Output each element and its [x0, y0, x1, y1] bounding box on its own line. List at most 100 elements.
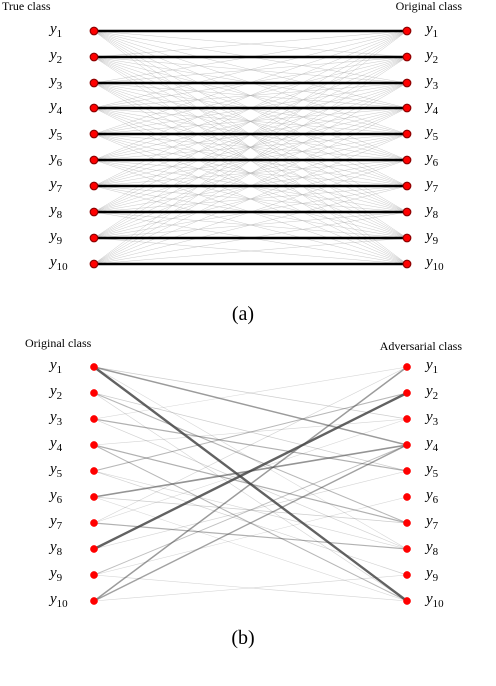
- weak-edge: [93, 30, 408, 213]
- left-node: [90, 363, 98, 371]
- right-class-label: y7: [424, 176, 439, 195]
- adversarial-edge: [93, 366, 408, 446]
- panel-b-edges: [93, 366, 408, 602]
- left-class-label: y2: [48, 47, 62, 66]
- left-node: [90, 597, 98, 605]
- adversarial-edge: [93, 366, 408, 420]
- left-node: [89, 233, 99, 243]
- left-node: [90, 545, 98, 553]
- weak-edge: [93, 185, 408, 265]
- adversarial-edge: [93, 470, 408, 550]
- right-class-label: y9: [424, 228, 439, 247]
- left-node: [89, 181, 99, 191]
- right-class-label: y4: [424, 98, 439, 117]
- panel-a-edges: [93, 29, 408, 266]
- left-node: [90, 467, 98, 475]
- left-class-label: y8: [48, 202, 63, 221]
- adversarial-edge: [93, 391, 408, 551]
- right-class-label: y3: [424, 409, 439, 428]
- right-class-label: y4: [424, 435, 439, 454]
- left-node: [89, 155, 99, 165]
- left-class-label: y5: [48, 461, 63, 480]
- right-class-label: y1: [424, 357, 438, 376]
- right-node: [402, 103, 412, 113]
- weak-edge: [93, 30, 408, 109]
- weak-edge: [93, 82, 408, 265]
- right-node: [403, 571, 411, 579]
- right-node: [402, 181, 412, 191]
- panel-b-left-header: Original class: [25, 336, 92, 350]
- adversarial-edge: [93, 574, 408, 602]
- left-node: [90, 519, 98, 527]
- panel-a: True class Original class y1 y2 y3 y4 y5 y6 y7…: [2, 0, 462, 325]
- weak-edge: [93, 107, 408, 239]
- panel-a-caption: (a): [232, 303, 254, 325]
- right-node: [403, 363, 411, 371]
- right-class-label: y5: [424, 461, 439, 480]
- adversarial-edge: [93, 366, 408, 602]
- adversarial-edge: [93, 392, 408, 602]
- adversarial-edge: [93, 522, 408, 550]
- weak-edge: [93, 133, 408, 265]
- panel-a-nodes: [89, 26, 412, 269]
- right-node: [402, 233, 412, 243]
- right-node: [403, 441, 411, 449]
- right-class-label: y7: [424, 513, 439, 532]
- weak-edge: [93, 30, 408, 265]
- right-node: [402, 259, 412, 269]
- weak-edge: [93, 237, 408, 265]
- right-node: [402, 78, 412, 88]
- left-node: [90, 389, 98, 397]
- left-node: [90, 493, 98, 501]
- left-class-label: y1: [48, 357, 62, 376]
- left-class-label: y6: [48, 150, 63, 169]
- right-class-label: y6: [424, 150, 439, 169]
- left-class-label: y1: [48, 21, 62, 40]
- adversarial-edge: [93, 444, 408, 576]
- left-class-label: y4: [48, 435, 63, 454]
- adversarial-edge: [93, 366, 408, 420]
- adversarial-edge: [93, 496, 408, 524]
- right-class-label: y2: [424, 383, 438, 402]
- left-class-label: y5: [48, 124, 63, 143]
- adversarial-edge: [93, 418, 408, 446]
- right-node: [402, 207, 412, 217]
- adversarial-edge: [93, 496, 408, 602]
- left-class-label: y2: [48, 383, 62, 402]
- left-class-label: y7: [48, 513, 63, 532]
- panel-a-right-header: Original class: [396, 0, 463, 13]
- left-class-label: y10: [48, 591, 68, 610]
- right-class-label: y1: [424, 21, 438, 40]
- right-node: [403, 389, 411, 397]
- left-class-label: y3: [48, 409, 63, 428]
- adversarial-edge: [93, 574, 408, 602]
- left-node: [89, 129, 99, 139]
- right-node: [403, 467, 411, 475]
- right-node: [402, 26, 412, 36]
- right-class-label: y3: [424, 73, 439, 92]
- right-class-label: y6: [424, 487, 439, 506]
- adversarial-edge: [93, 444, 408, 602]
- left-class-label: y9: [48, 565, 63, 584]
- left-node: [89, 103, 99, 113]
- left-class-label: y7: [48, 176, 63, 195]
- right-node: [402, 155, 412, 165]
- left-class-label: y4: [48, 98, 63, 117]
- panel-b-nodes: [90, 363, 411, 605]
- adversarial-edge: [93, 392, 408, 524]
- left-node: [89, 259, 99, 269]
- right-class-label: y9: [424, 565, 439, 584]
- right-class-label: y10: [424, 254, 444, 273]
- adversarial-edge: [93, 366, 408, 524]
- right-class-label: y2: [424, 47, 438, 66]
- left-class-label: y9: [48, 228, 63, 247]
- adversarial-edge: [93, 366, 408, 550]
- panel-a-labels: y1 y2 y3 y4 y5 y6 y7 y8 y9 y10 y1 y2 y3 y4 y5 y6 y7 y8 y9 y…: [48, 21, 444, 273]
- right-node: [402, 52, 412, 62]
- adversarial-edge: [93, 418, 408, 472]
- left-class-label: y3: [48, 73, 63, 92]
- left-node: [89, 78, 99, 88]
- weak-edge: [93, 30, 408, 161]
- panel-b-right-header: Adversarial class: [380, 339, 463, 353]
